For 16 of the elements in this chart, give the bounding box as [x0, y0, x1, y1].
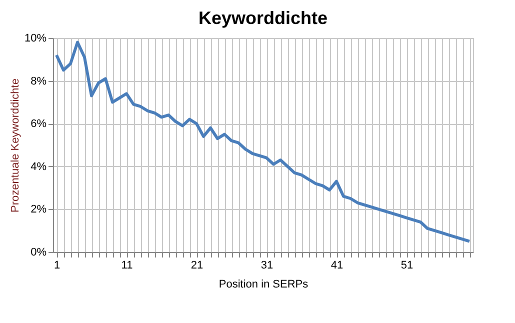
line-series	[55, 40, 471, 243]
x-axis-title: Position in SERPs	[218, 278, 309, 290]
y-tick-label: 4%	[30, 160, 47, 173]
x-tick-label: 51	[400, 260, 414, 272]
chart-title: Keyworddichte	[198, 8, 328, 28]
x-tick-label: 11	[121, 260, 133, 272]
y-tick-label: 10%	[24, 32, 47, 44]
y-tick-label: 0%	[30, 246, 47, 258]
x-tick-label: 21	[190, 260, 204, 272]
y-tick-label: 8%	[30, 75, 47, 88]
x-tick-label: 1	[54, 260, 60, 272]
x-tick-label: 31	[260, 260, 274, 272]
y-axis-title: Prozentuale Keyworddichte	[9, 78, 22, 212]
y-tick-label: 2%	[30, 204, 47, 216]
y-tick-label: 6%	[30, 118, 47, 130]
x-tick-label: 41	[330, 260, 344, 272]
